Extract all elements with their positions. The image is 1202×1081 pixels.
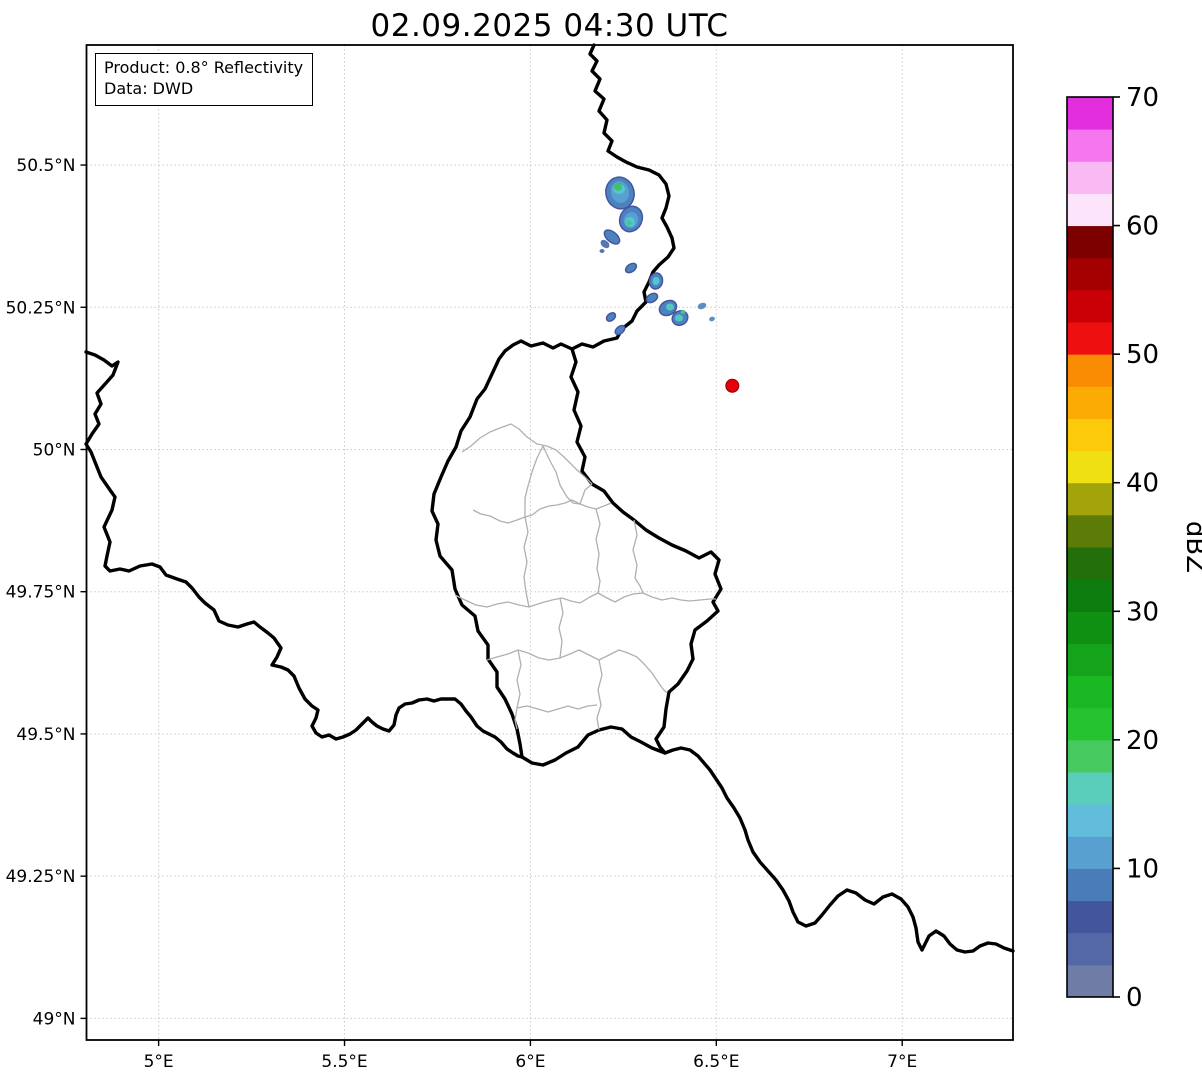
district-border	[472, 499, 612, 524]
colorbar-band	[1067, 418, 1113, 452]
map-info-box: Product: 0.8° Reflectivity Data: DWD	[95, 53, 314, 106]
radar-echo-cell	[652, 277, 660, 285]
radar-site-marker	[725, 378, 740, 393]
page-title: 02.09.2025 04:30 UTC	[370, 8, 729, 44]
y-tick-label: 49°N	[33, 1009, 76, 1029]
colorbar-band	[1067, 322, 1113, 355]
colorbar-band	[1067, 836, 1113, 869]
colorbar-band	[1067, 868, 1113, 902]
colorbar-tick-label: 0	[1126, 983, 1143, 1013]
colorbar-band	[1067, 964, 1113, 998]
colorbar-outline	[1066, 96, 1114, 998]
colorbar-band	[1067, 289, 1113, 323]
district-border	[632, 519, 644, 594]
colorbar: 0 10 20 30 40 50 60 70 dBZ	[1066, 83, 1202, 1013]
radar-echo-cell	[599, 249, 605, 253]
colorbar-band	[1067, 225, 1113, 259]
colorbar-band	[1067, 354, 1113, 387]
border-france-germany	[663, 746, 1015, 954]
map-axes-frame	[85, 44, 1014, 1041]
colorbar-band	[1067, 161, 1113, 194]
colorbar-tick-label: 30	[1126, 597, 1159, 627]
border-belgium-germany	[570, 43, 676, 351]
border-luxembourg-outline	[430, 339, 723, 767]
district-border	[486, 649, 638, 661]
radar-echo-cell	[614, 324, 626, 336]
radar-echo-cell	[626, 220, 632, 226]
colorbar-band	[1067, 772, 1113, 805]
colorbar-band	[1067, 450, 1113, 484]
colorbar-unit-label: dBZ	[1180, 521, 1202, 573]
district-borders-layer	[454, 423, 716, 731]
x-tick-label: 5.5°E	[321, 1052, 367, 1072]
radar-echo-cell	[666, 303, 674, 311]
colorbar-band	[1067, 257, 1113, 291]
colorbar-tick-label: 20	[1126, 726, 1159, 756]
x-tick-label: 7°E	[887, 1052, 917, 1072]
colorbar-band	[1067, 514, 1113, 548]
radar-site-marker-layer	[725, 378, 740, 393]
colorbar-band	[1067, 675, 1113, 709]
radar-echo-cell	[645, 292, 659, 304]
colorbar-band	[1067, 482, 1113, 516]
colorbar-band	[1067, 97, 1113, 130]
district-border	[514, 649, 522, 730]
colorbar-band	[1067, 643, 1113, 677]
colorbar-band	[1067, 707, 1113, 741]
district-border	[524, 445, 544, 517]
colorbar-band	[1067, 579, 1113, 612]
y-tick-label: 49.25°N	[6, 867, 76, 887]
radar-echo-cell	[709, 316, 715, 322]
y-tick-label: 50°N	[33, 440, 76, 460]
radar-echo-cell	[675, 314, 683, 322]
district-border	[523, 516, 530, 608]
radar-echo-cell	[603, 229, 621, 245]
radar-echoes-layer	[599, 176, 715, 336]
y-tick-label: 50.25°N	[6, 298, 76, 318]
colorbar-tick-label: 50	[1126, 340, 1159, 370]
colorbar-tick-label: 70	[1126, 83, 1159, 113]
district-border	[516, 704, 598, 713]
border-belgium-france	[84, 350, 524, 759]
colorbar-tick-label: 40	[1126, 469, 1159, 499]
radar-echo-cell	[624, 262, 638, 274]
colorbar-band	[1067, 129, 1113, 162]
radar-echo-cell	[600, 239, 610, 249]
district-border	[461, 423, 593, 485]
radar-echo-cell	[697, 302, 707, 310]
colorbar-band	[1067, 932, 1113, 966]
district-border	[579, 483, 593, 505]
colorbar-band	[1067, 804, 1113, 837]
y-tick-label: 50.5°N	[16, 156, 75, 176]
district-border	[454, 592, 716, 608]
y-tick-label: 49.75°N	[6, 583, 76, 603]
x-tick-label: 6°E	[515, 1052, 545, 1072]
radar-echo-cell	[605, 312, 617, 322]
district-border	[595, 508, 601, 594]
district-border	[636, 656, 668, 694]
gridlines-layer: 5°E 5.5°E 6°E 6.5°E 7°E 50.5°N 50.25°N 50°N 49.7…	[6, 45, 1013, 1072]
district-border	[542, 445, 581, 505]
radar-echo-cell	[680, 310, 686, 314]
district-border	[596, 659, 603, 731]
x-tick-label: 5°E	[144, 1052, 174, 1072]
colorbar-band	[1067, 611, 1113, 644]
colorbar-band	[1067, 193, 1113, 227]
data-source-label: Data: DWD	[104, 78, 194, 98]
x-tick-label: 6.5°E	[693, 1052, 739, 1072]
colorbar-tick-label: 60	[1126, 212, 1159, 242]
country-borders-layer	[84, 43, 1015, 954]
product-label: Product: 0.8° Reflectivity	[104, 58, 304, 77]
colorbar-band	[1067, 547, 1113, 580]
colorbar-band	[1067, 900, 1113, 934]
radar-echo-cell	[614, 183, 622, 191]
colorbar-band	[1067, 739, 1113, 773]
colorbar-tick-label: 10	[1126, 854, 1159, 884]
district-border	[558, 597, 564, 659]
y-tick-label: 49.5°N	[16, 725, 75, 745]
colorbar-band	[1067, 386, 1113, 419]
